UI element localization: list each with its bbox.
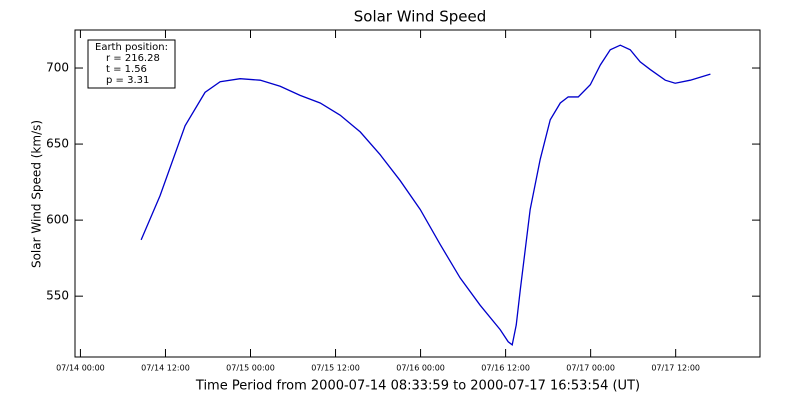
- y-tick-label: 600: [46, 213, 69, 227]
- y-axis-label: Solar Wind Speed (km/s): [30, 120, 44, 268]
- data-line: [140, 44, 711, 346]
- annotation-line: r = 216.28: [106, 53, 160, 64]
- x-tick-label: 07/17 00:00: [566, 364, 615, 373]
- annotation-line: p = 3.31: [106, 75, 149, 86]
- y-tick-label: 550: [46, 289, 69, 303]
- x-tick-label: 07/15 12:00: [311, 364, 360, 373]
- x-tick-label: 07/15 00:00: [226, 364, 275, 373]
- annotation-line: Earth position:: [95, 42, 168, 53]
- x-tick-label: 07/16 00:00: [396, 364, 445, 373]
- x-tick-label: 07/14 00:00: [56, 364, 105, 373]
- chart-title: Solar Wind Speed: [354, 8, 486, 26]
- x-tick-label: 07/16 12:00: [481, 364, 530, 373]
- x-tick-label: 07/17 12:00: [651, 364, 700, 373]
- x-tick-label: 07/14 12:00: [141, 364, 190, 373]
- y-tick-label: 700: [46, 61, 69, 75]
- y-tick-label: 650: [46, 137, 69, 151]
- annotation-line: t = 1.56: [106, 64, 147, 75]
- plot-frame: [74, 29, 761, 358]
- annotation-box: [87, 39, 176, 89]
- x-axis-label: Time Period from 2000-07-14 08:33:59 to …: [195, 379, 640, 394]
